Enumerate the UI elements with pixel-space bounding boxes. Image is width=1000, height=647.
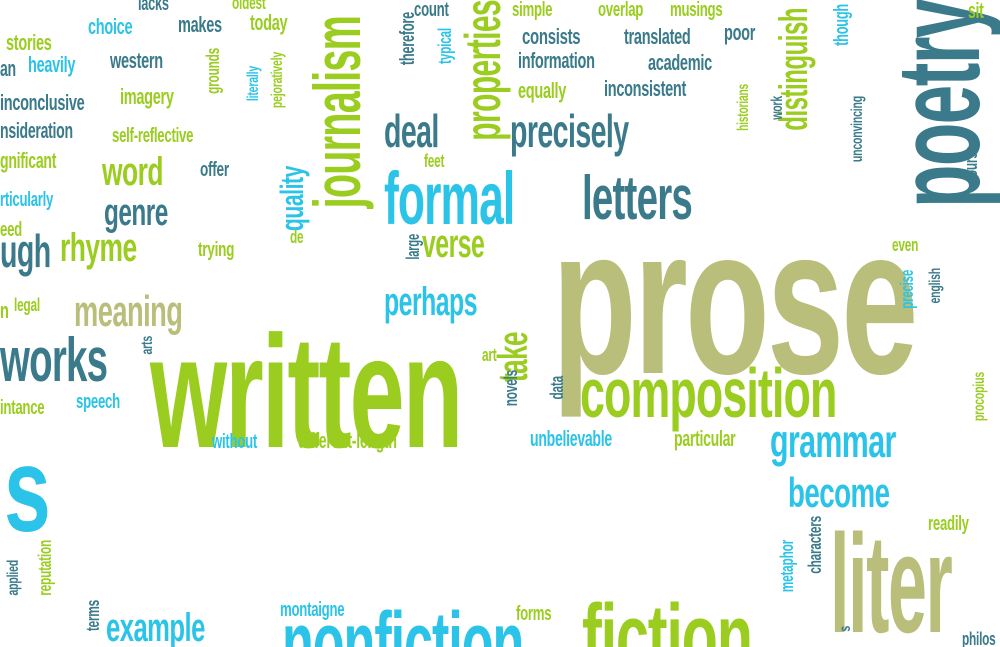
word-works: works (0, 326, 108, 395)
word-metaphor: metaphor (777, 540, 797, 593)
word-pejoratively: pejoratively (269, 52, 286, 109)
word-rticularly: rticularly (0, 189, 54, 211)
word-data: data (547, 376, 567, 400)
word-become: become (788, 469, 890, 516)
word-readily: readily (928, 513, 969, 535)
word-art: art (482, 345, 497, 365)
word-philos: philos (962, 629, 996, 647)
word-written: written (150, 302, 463, 481)
word-simple: simple (512, 0, 553, 21)
word-gnificant: gnificant (0, 148, 57, 173)
word-unbelievable: unbelievable (530, 426, 612, 451)
word-choice: choice (88, 14, 133, 39)
word-inconclusive: inconclusive (0, 90, 85, 115)
word-meaning: meaning (74, 287, 183, 336)
word-consists: consists (522, 24, 581, 49)
word-procopius: procopius (971, 372, 988, 422)
word-course: course (961, 146, 981, 184)
word-rhyme: rhyme (60, 226, 137, 270)
word-oldest: oldest (232, 0, 266, 13)
word-particular: particular (674, 426, 736, 451)
word-ugh: ugh (0, 225, 51, 277)
word-makes: makes (178, 12, 222, 37)
word-precise: precise (897, 270, 917, 309)
word-lacks: lacks (138, 0, 169, 15)
word-journalism: journalism (300, 16, 374, 209)
word-applied: applied (5, 560, 22, 596)
word-sit: sit (968, 0, 984, 23)
word-self-reflective: self-reflective (112, 125, 194, 147)
word-s-teal: s (837, 626, 854, 632)
word-verse: verse (422, 222, 485, 266)
word-s-cyan: s (4, 423, 51, 557)
word-nsideration: nsideration (0, 118, 73, 143)
word-academic: academic (648, 50, 712, 75)
word-poor: poor (724, 20, 756, 45)
word-nonfiction: nonfiction (282, 595, 524, 647)
word-characters: characters (805, 516, 825, 574)
word-quality: quality (274, 166, 310, 232)
word-western: western (110, 48, 163, 73)
word-grounds: grounds (203, 48, 223, 94)
word-speech: speech (76, 391, 120, 413)
word-novels: novels (501, 370, 521, 407)
word-intance: intance (0, 397, 45, 419)
word-stories: stories (6, 30, 52, 55)
word-historians: historians (735, 84, 752, 131)
word-information: information (518, 48, 595, 73)
word-today: today (250, 10, 288, 35)
word-word: word (102, 150, 163, 194)
word-though: though (831, 4, 853, 46)
word-prose: prose (552, 183, 918, 418)
word-genre: genre (104, 192, 168, 234)
word-properties: properties (455, 0, 511, 141)
word-large: large (403, 234, 423, 260)
word-grammar: grammar (770, 415, 896, 467)
word-montaigne: montaigne (280, 599, 345, 621)
word-forms: forms (516, 603, 552, 625)
word-example: example (106, 606, 205, 647)
word-overlap: overlap (598, 0, 644, 21)
word-legal: legal (14, 295, 40, 315)
word-de: de (290, 227, 304, 247)
word-unconvincing: unconvincing (849, 96, 866, 163)
word-feet: feet (424, 151, 445, 171)
word-terms: terms (83, 600, 103, 632)
word-reputation: reputation (35, 540, 55, 596)
word-formal: formal (384, 157, 515, 240)
word-translated: translated (624, 24, 691, 49)
word-letters: letters (582, 164, 693, 233)
word-count: count (414, 0, 449, 21)
word-inconsistent: inconsistent (604, 76, 687, 101)
word-imagery: imagery (120, 84, 174, 109)
word-even: even (892, 235, 919, 255)
word-english: english (927, 268, 944, 304)
word-without: without (212, 431, 258, 453)
word-perhaps: perhaps (384, 280, 478, 324)
word-therefore: therefore (397, 12, 419, 66)
word-offer: offer (200, 159, 229, 181)
word-liter: liter (830, 505, 953, 647)
word-equally: equally (518, 78, 567, 103)
word-heavily: heavily (28, 52, 76, 77)
word-n: n (0, 298, 9, 323)
word-an: an (0, 56, 16, 81)
word-deal: deal (384, 105, 439, 157)
word-work: work (769, 96, 786, 120)
word-composition: composition (580, 354, 837, 432)
word-different-length: different-length (298, 428, 397, 453)
word-typical: typical (435, 28, 455, 64)
word-fiction: fiction (582, 587, 753, 647)
word-trying: trying (198, 239, 235, 261)
word-eed: eed (0, 219, 22, 241)
word-arts: arts (139, 336, 156, 355)
word-musings: musings (670, 0, 723, 21)
word-precisely: precisely (510, 105, 629, 157)
word-literally: literally (245, 66, 262, 102)
